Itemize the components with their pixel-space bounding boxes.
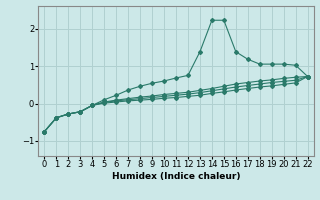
X-axis label: Humidex (Indice chaleur): Humidex (Indice chaleur): [112, 172, 240, 181]
